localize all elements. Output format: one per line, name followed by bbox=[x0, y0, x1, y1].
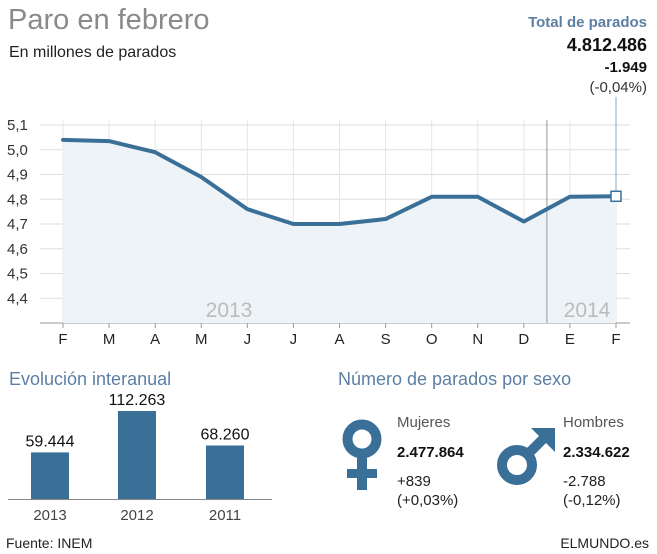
total-change: -1.949 bbox=[604, 59, 647, 76]
bar-value-label: 68.260 bbox=[201, 426, 250, 443]
by-sex-title: Número de parados por sexo bbox=[338, 369, 572, 389]
x-tick-label: F bbox=[58, 331, 67, 348]
brand-label: ELMUNDO.es bbox=[560, 535, 649, 551]
x-tick-label: J bbox=[244, 331, 252, 348]
x-tick-label: A bbox=[334, 331, 344, 348]
y-tick-label: 4,8 bbox=[7, 191, 28, 208]
source-note: Fuente: INEM bbox=[6, 535, 93, 551]
x-tick-label: A bbox=[150, 331, 160, 348]
y-tick-label: 4,5 bbox=[7, 266, 28, 283]
total-value: 4.812.486 bbox=[566, 35, 647, 55]
year-label: 2014 bbox=[564, 299, 611, 322]
bar-chart: 59.444 2013 112.263 2012 68.260 2011 bbox=[8, 392, 272, 524]
women-change-percent: (+0,03%) bbox=[397, 492, 459, 509]
series-area bbox=[63, 139, 616, 323]
total-label: Total de parados bbox=[528, 14, 647, 31]
male-icon bbox=[497, 428, 555, 485]
x-tick-label: D bbox=[518, 331, 529, 348]
x-tick-label: M bbox=[195, 331, 208, 348]
x-tick-label: F bbox=[611, 331, 620, 348]
bar bbox=[31, 452, 69, 499]
bar-category-label: 2011 bbox=[209, 507, 241, 524]
bar-value-label: 59.444 bbox=[26, 433, 75, 450]
bar bbox=[118, 411, 156, 499]
female-icon bbox=[342, 419, 382, 490]
last-point-marker bbox=[610, 190, 622, 203]
y-tick-label: 5,0 bbox=[7, 142, 28, 159]
bar-category-label: 2013 bbox=[33, 507, 66, 524]
women-label: Mujeres bbox=[397, 414, 451, 431]
y-tick-label: 4,4 bbox=[7, 290, 28, 307]
x-tick-label: E bbox=[565, 331, 575, 348]
total-change-percent: (-0,04%) bbox=[589, 79, 647, 96]
bar-value-label: 112.263 bbox=[109, 392, 166, 409]
women-value: 2.477.864 bbox=[397, 444, 464, 461]
y-tick-label: 4,6 bbox=[7, 241, 28, 258]
bar-category-label: 2012 bbox=[120, 507, 153, 524]
chart-title: Paro en febrero bbox=[8, 4, 210, 36]
x-tick-label: M bbox=[103, 331, 116, 348]
bar bbox=[206, 445, 244, 499]
x-tick-label: N bbox=[472, 331, 483, 348]
men-change-percent: (-0,12%) bbox=[563, 492, 621, 509]
women-change: +839 bbox=[397, 473, 431, 490]
series-line bbox=[61, 137, 618, 226]
y-tick-label: 5,1 bbox=[7, 117, 28, 134]
men-change: -2.788 bbox=[563, 473, 606, 490]
men-value: 2.334.622 bbox=[563, 444, 630, 461]
men-label: Hombres bbox=[563, 414, 624, 431]
x-tick-label: J bbox=[290, 331, 298, 348]
x-tick-label: S bbox=[381, 331, 391, 348]
x-tick-label: O bbox=[426, 331, 438, 348]
year-label: 2013 bbox=[206, 299, 253, 322]
interannual-title: Evolución interanual bbox=[9, 369, 172, 389]
chart-subtitle: En millones de parados bbox=[9, 44, 177, 61]
y-tick-label: 4,9 bbox=[7, 167, 28, 184]
y-tick-label: 4,7 bbox=[7, 216, 28, 233]
